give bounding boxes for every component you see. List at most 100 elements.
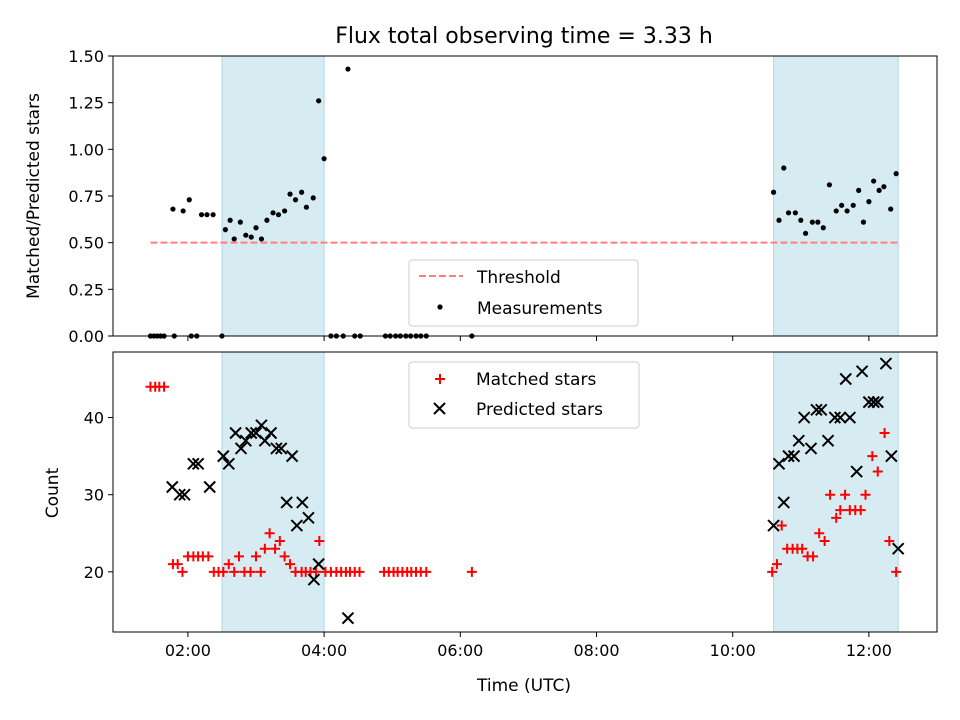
x-tick-label: 08:00 — [573, 641, 619, 660]
top-shaded-intervals — [221, 55, 899, 337]
matched-star-point — [771, 559, 782, 570]
predicted-star-point — [178, 488, 191, 501]
matched-star-point — [879, 427, 890, 438]
top-legend-box — [408, 259, 639, 327]
measurement-point — [826, 182, 833, 188]
predicted-star-point — [258, 434, 272, 447]
predicted-star-point — [222, 457, 235, 471]
matched-star-point — [891, 566, 902, 577]
predicted-star-point — [296, 496, 309, 509]
chart-title: Flux total observing time = 3.33 h — [335, 24, 713, 49]
matched-star-point — [264, 528, 275, 539]
matched-star-point — [421, 566, 432, 577]
matched-star-point — [203, 551, 214, 562]
top-axes-frame — [112, 55, 938, 337]
measurement-point — [270, 210, 276, 216]
measurement-point — [881, 184, 887, 190]
matched-star-point — [831, 512, 842, 523]
measurement-point — [820, 225, 826, 231]
predicted-star-point — [217, 449, 230, 463]
y-tick-label: 0.00 — [68, 327, 104, 346]
predicted-star-point — [862, 395, 876, 409]
measurement-point — [770, 189, 777, 195]
predicted-star-point — [767, 519, 780, 532]
measurement-point — [292, 197, 299, 203]
y-tick-label: 0.75 — [68, 187, 104, 206]
matched-star-point — [808, 551, 819, 562]
bottom-plot-marks — [145, 357, 905, 625]
predicted-star-point — [797, 411, 811, 424]
predicted-star-point — [229, 426, 242, 440]
predicted-star-point — [850, 465, 863, 478]
matched-star-point — [310, 566, 321, 577]
measurement-point — [248, 234, 254, 240]
x-tick-label: 06:00 — [437, 641, 483, 660]
measurement-point — [186, 197, 192, 203]
measurement-point — [237, 219, 243, 225]
matched-star-point — [223, 559, 234, 570]
predicted-star-point — [828, 411, 842, 424]
predicted-star-point — [341, 611, 355, 625]
measurement-point — [776, 217, 782, 223]
measurement-point — [287, 191, 293, 197]
measurement-point — [204, 212, 210, 218]
predicted-star-point — [203, 480, 216, 494]
y-tick-label: 1.00 — [68, 140, 104, 159]
matched-legend-swatch — [435, 374, 445, 384]
matched-star-point — [274, 535, 285, 546]
bottom-panel: 20 30 40 02:00 04:00 06:00 08:00 10:00 12:00 Cou… — [43, 351, 938, 696]
predicted-legend-label: Predicted stars — [476, 400, 603, 420]
measurement-point — [802, 230, 809, 236]
predicted-star-point — [234, 442, 248, 455]
shaded-interval — [221, 351, 325, 633]
matched-star-point — [285, 559, 296, 570]
matched-star-point — [218, 566, 229, 577]
measurement-point — [866, 199, 872, 205]
measurement-point — [798, 217, 804, 223]
measurement-point — [258, 236, 265, 242]
bottom-legend-box — [408, 361, 640, 429]
measurement-point — [781, 165, 787, 171]
measurement-point — [345, 66, 351, 72]
shaded-interval — [773, 351, 899, 633]
predicted-star-point — [280, 496, 293, 509]
predicted-star-point — [245, 426, 258, 440]
y-tick-label: 1.25 — [68, 94, 104, 113]
measurement-point — [844, 208, 850, 214]
bottom-axis-ticks: 20 30 40 02:00 04:00 06:00 08:00 10:00 12:00 — [84, 409, 892, 660]
matched-star-point — [279, 551, 290, 562]
measurement-point — [893, 171, 899, 177]
matched-star-point — [867, 451, 878, 462]
predicted-star-point — [879, 357, 893, 370]
matched-star-point — [884, 535, 895, 546]
measurement-point — [264, 217, 270, 223]
predicted-star-point — [804, 442, 818, 455]
y-tick-label: 20 — [84, 563, 104, 582]
matched-star-point — [245, 566, 256, 577]
matched-star-point — [840, 489, 851, 500]
measurement-point — [321, 156, 327, 162]
predicted-legend-swatch — [433, 402, 446, 415]
matched-star-point — [229, 566, 240, 577]
y-tick-label: 30 — [84, 486, 104, 505]
measurement-point — [316, 98, 322, 104]
matched-star-point — [767, 566, 778, 577]
matched-star-point — [233, 551, 244, 562]
measurement-point — [275, 212, 282, 218]
measurement-point — [850, 202, 856, 208]
measurement-point — [815, 219, 821, 225]
predicted-star-point — [777, 496, 790, 509]
bottom-y-axis-label: Count — [43, 467, 63, 518]
predicted-star-point — [821, 434, 835, 447]
y-tick-label: 0.50 — [68, 234, 104, 253]
measurement-point — [876, 187, 882, 193]
matched-star-point — [825, 489, 836, 500]
predicted-star-point — [274, 442, 288, 455]
predicted-star-point — [871, 395, 884, 409]
y-tick-label: 0.25 — [68, 280, 104, 299]
matched-star-point — [259, 543, 270, 554]
predicted-star-point — [302, 511, 315, 525]
measurement-point — [860, 219, 867, 225]
measurement-point — [856, 187, 862, 193]
predicted-star-point — [843, 411, 857, 424]
